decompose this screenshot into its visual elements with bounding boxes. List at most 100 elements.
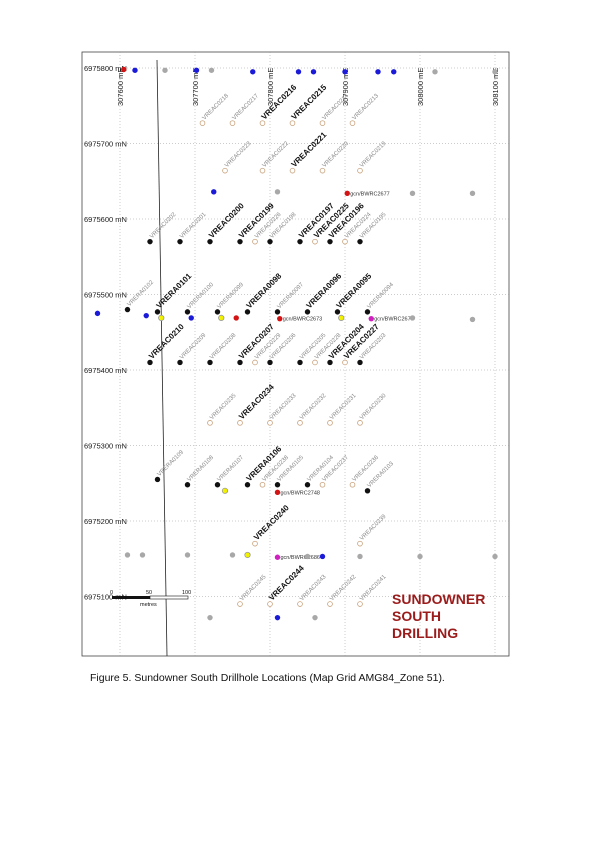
drillhole-marker bbox=[470, 191, 475, 196]
drillhole-marker bbox=[328, 420, 333, 425]
drillhole-marker bbox=[140, 552, 145, 557]
drillhole-marker bbox=[260, 482, 265, 487]
drillhole-marker bbox=[298, 420, 303, 425]
drillhole-marker bbox=[253, 239, 258, 244]
drillhole-marker bbox=[328, 602, 333, 607]
drillhole-marker bbox=[342, 69, 347, 74]
drillhole-marker bbox=[313, 360, 318, 365]
drillhole-marker bbox=[275, 189, 280, 194]
drillhole-marker bbox=[357, 554, 362, 559]
drillhole-marker bbox=[253, 541, 258, 546]
drillhole-marker bbox=[234, 315, 239, 320]
drillhole-marker bbox=[223, 168, 228, 173]
drillhole-marker bbox=[125, 552, 130, 557]
northing-label: 6975700 mN bbox=[84, 140, 127, 149]
drillhole-marker bbox=[391, 69, 396, 74]
title-line-1: SUNDOWNER bbox=[392, 591, 485, 607]
title-line-2: SOUTH bbox=[392, 608, 441, 624]
drillhole-marker bbox=[343, 239, 348, 244]
prior-hole-label: gcn/BWRC2675 bbox=[374, 317, 413, 323]
prior-hole-label: gcn/BWRC2673 bbox=[283, 317, 322, 323]
drillhole-marker bbox=[144, 313, 149, 318]
prior-hole-label: gcn/BWRC2748 bbox=[281, 490, 320, 496]
drillhole-marker bbox=[132, 68, 137, 73]
drillhole-marker bbox=[492, 69, 497, 74]
drillhole-marker bbox=[345, 191, 350, 196]
drillhole-marker bbox=[185, 552, 190, 557]
drillhole-marker bbox=[275, 490, 280, 495]
scale-tick-0: 0 bbox=[110, 590, 113, 596]
drillhole-marker bbox=[311, 69, 316, 74]
drillhole-marker bbox=[350, 482, 355, 487]
drillhole-marker bbox=[189, 315, 194, 320]
drillhole-marker bbox=[208, 420, 213, 425]
drillhole-marker bbox=[358, 602, 363, 607]
scale-tick-50: 50 bbox=[146, 590, 152, 596]
drillhole-marker bbox=[290, 121, 295, 126]
drillhole-marker bbox=[268, 420, 273, 425]
drillhole-marker bbox=[230, 121, 235, 126]
drillhole-marker bbox=[275, 555, 280, 560]
prior-hole-label: gcn/BWRC2686 bbox=[281, 555, 320, 561]
drillhole-marker bbox=[159, 315, 164, 320]
drillhole-marker bbox=[470, 317, 475, 322]
drillhole-marker bbox=[194, 68, 199, 73]
drillhole-marker bbox=[298, 602, 303, 607]
drillhole-marker bbox=[250, 69, 255, 74]
easting-label: 307700 mE bbox=[191, 68, 200, 106]
drillhole-marker bbox=[305, 554, 310, 559]
northing-label: 6975600 mN bbox=[84, 215, 127, 224]
northing-label: 6975400 mN bbox=[84, 366, 127, 375]
drillhole-marker bbox=[277, 316, 282, 321]
easting-label: 308000 mE bbox=[416, 68, 425, 106]
drillhole-marker bbox=[358, 541, 363, 546]
drillhole-marker bbox=[296, 69, 301, 74]
drillhole-marker bbox=[492, 554, 497, 559]
northing-label: 6975500 mN bbox=[84, 291, 127, 300]
drillhole-marker bbox=[200, 121, 205, 126]
drillhole-marker bbox=[260, 168, 265, 173]
drillhole-marker bbox=[320, 482, 325, 487]
drillhole-marker bbox=[320, 121, 325, 126]
drillhole-marker bbox=[358, 168, 363, 173]
drillhole-marker bbox=[320, 168, 325, 173]
figure-caption: Figure 5. Sundowner South Drillhole Loca… bbox=[90, 672, 445, 684]
drillhole-marker bbox=[339, 315, 344, 320]
scale-tick-100: 100 bbox=[182, 590, 191, 596]
drillhole-marker bbox=[410, 315, 415, 320]
drillhole-marker bbox=[358, 420, 363, 425]
drillhole-marker bbox=[95, 311, 100, 316]
drillhole-marker bbox=[222, 488, 227, 493]
drillhole-marker bbox=[343, 360, 348, 365]
scale-unit: metres bbox=[140, 602, 157, 608]
drillhole-marker bbox=[121, 67, 126, 72]
drillhole-marker bbox=[238, 420, 243, 425]
easting-label: 307600 mE bbox=[116, 68, 125, 106]
drillhole-marker bbox=[219, 315, 224, 320]
drillhole-marker bbox=[253, 360, 258, 365]
drillhole-marker bbox=[230, 552, 235, 557]
drillhole-marker bbox=[290, 168, 295, 173]
drillhole-marker bbox=[432, 69, 437, 74]
title-line-3: DRILLING bbox=[392, 625, 458, 641]
drillhole-marker bbox=[211, 189, 216, 194]
drillhole-marker bbox=[417, 554, 422, 559]
drillhole-marker bbox=[207, 615, 212, 620]
northing-label: 6975200 mN bbox=[84, 517, 127, 526]
drillhole-marker bbox=[275, 615, 280, 620]
drillhole-marker bbox=[369, 316, 374, 321]
scale-bar-segment-1 bbox=[112, 596, 150, 599]
drillhole-marker bbox=[268, 602, 273, 607]
drillhole-marker bbox=[238, 602, 243, 607]
drillhole-marker bbox=[260, 121, 265, 126]
drillhole-marker bbox=[312, 615, 317, 620]
drillhole-marker bbox=[375, 69, 380, 74]
prior-hole-label: gcn/BWRC2677 bbox=[350, 191, 389, 197]
drillhole-marker bbox=[410, 191, 415, 196]
drillhole-marker bbox=[245, 552, 250, 557]
drillhole-marker bbox=[209, 68, 214, 73]
drillhole-marker bbox=[320, 554, 325, 559]
map-frame bbox=[82, 52, 509, 656]
northing-label: 6975300 mN bbox=[84, 442, 127, 451]
